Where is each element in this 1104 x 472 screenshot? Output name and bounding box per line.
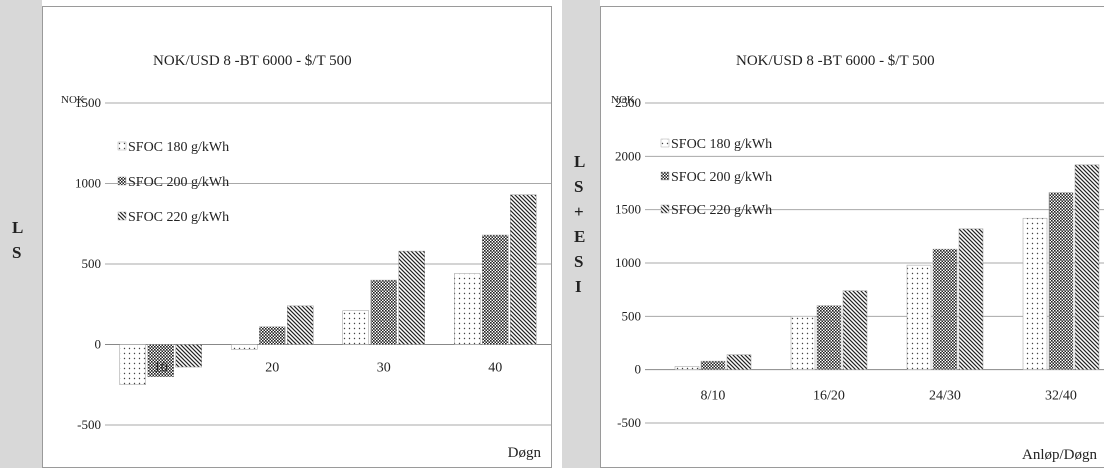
right-chart: NOK/USD 8 -BT 6000 - $/T 500 NOK -500 0 500 1… <box>611 53 1104 463</box>
y-tick-label: 0 <box>635 362 642 377</box>
bar <box>119 344 146 385</box>
legend-entry: SFOC 220 g/kWh <box>671 203 772 218</box>
right-ylabel-char-5: S <box>574 252 584 271</box>
y-tick-label: 1500 <box>75 95 101 110</box>
right-ylabel-char-1: L <box>574 152 586 171</box>
y-tick-label: 500 <box>622 308 642 323</box>
y-tick-label: 500 <box>82 256 102 271</box>
legend-entry: SFOC 200 g/kWh <box>671 170 772 185</box>
x-tick-label: 16/20 <box>813 389 845 404</box>
chart-title: NOK/USD 8 -BT 6000 - $/T 500 <box>153 53 352 69</box>
right-ylabel-char-2: S <box>574 177 584 196</box>
x-tick-label: 30 <box>377 361 391 376</box>
bar <box>259 326 286 345</box>
y-tick-label: 0 <box>95 337 102 352</box>
legend-swatch <box>660 204 670 214</box>
bar <box>790 316 816 370</box>
y-tick-label: -500 <box>77 417 101 432</box>
x-tick-label: 20 <box>265 361 279 376</box>
bar <box>175 344 202 368</box>
left-ylabel-strip: L S <box>0 0 42 468</box>
left-chart-panel: NOK/USD 8 -BT 6000 - $/T 500 NOK -500 0 500 1… <box>42 6 552 468</box>
x-tick-label: 10 <box>154 361 168 376</box>
y-tick-label: 1000 <box>615 255 641 270</box>
legend-entry: SFOC 200 g/kWh <box>128 175 229 190</box>
bar <box>231 344 258 350</box>
legend-entry: SFOC 180 g/kWh <box>671 137 772 152</box>
unit-label: NOK <box>611 94 635 106</box>
left-ylabel-char-2: S <box>12 243 22 262</box>
y-tick-label: 2500 <box>615 95 641 110</box>
bar <box>147 344 174 377</box>
x-axis-label: Anløp/Døgn <box>1022 447 1098 463</box>
bar <box>287 305 314 345</box>
y-tick-label: -500 <box>617 415 641 430</box>
unit-label: NOK <box>61 94 85 106</box>
right-ylabel-char-4: E <box>574 227 586 246</box>
left-chart: NOK/USD 8 -BT 6000 - $/T 500 NOK -500 0 500 1… <box>61 53 551 461</box>
right-ylabel-strip: L S + E S I <box>562 0 600 468</box>
x-tick-label: 40 <box>488 361 502 376</box>
bar <box>700 360 726 370</box>
bar <box>454 273 481 345</box>
bar <box>370 279 397 345</box>
bar <box>510 194 537 345</box>
legend-swatch <box>117 176 127 186</box>
bar <box>1022 217 1048 370</box>
right-chart-panel: NOK/USD 8 -BT 6000 - $/T 500 NOK -500 0 500 1… <box>600 6 1104 468</box>
bar <box>816 305 842 370</box>
bar <box>842 290 868 370</box>
right-ylabel-char-3: + <box>574 202 584 221</box>
left-ylabel-char-1: L <box>12 218 24 237</box>
right-ylabel-char-6: I <box>575 277 582 296</box>
bar <box>906 264 932 370</box>
bar <box>726 354 752 370</box>
bar <box>1048 192 1074 370</box>
x-tick-label: 32/40 <box>1045 389 1077 404</box>
bar <box>398 250 425 345</box>
bar <box>674 366 700 370</box>
legend-swatch <box>660 138 670 148</box>
bar <box>932 248 958 370</box>
x-axis-label: Døgn <box>508 445 542 461</box>
legend-entry: SFOC 180 g/kWh <box>128 140 229 155</box>
y-tick-label: 1000 <box>75 176 101 191</box>
bar <box>342 310 369 345</box>
chart-title: NOK/USD 8 -BT 6000 - $/T 500 <box>736 53 935 69</box>
bar <box>1074 164 1100 370</box>
x-tick-label: 24/30 <box>929 389 961 404</box>
bar <box>958 228 984 370</box>
y-tick-label: 2000 <box>615 148 641 163</box>
legend-swatch <box>660 171 670 181</box>
x-tick-label: 8/10 <box>701 389 726 404</box>
y-tick-label: 1500 <box>615 202 641 217</box>
legend-entry: SFOC 220 g/kWh <box>128 210 229 225</box>
legend-swatch <box>117 211 127 221</box>
legend-swatch <box>117 141 127 151</box>
bar <box>482 234 509 345</box>
